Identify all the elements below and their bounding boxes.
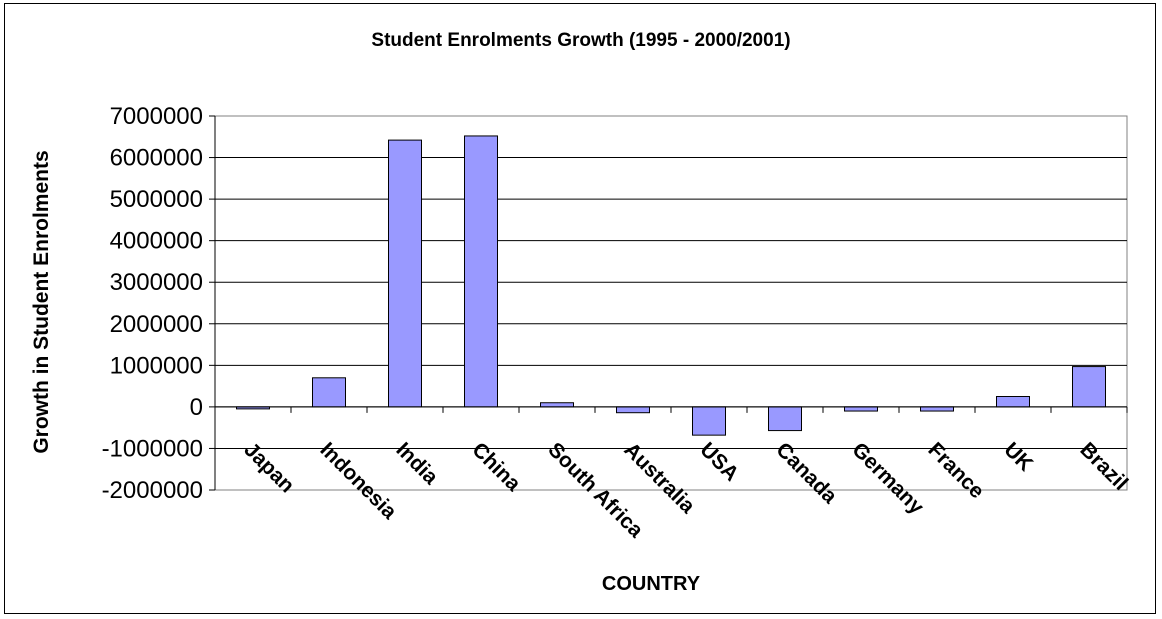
bar-canada [768,406,802,432]
bar-germany [844,406,878,412]
y-tick-label: 0 [190,394,203,421]
bar-brazil [1072,366,1106,408]
bar-usa [692,406,726,436]
y-tick-label: 3000000 [110,269,203,296]
y-tick-label: 5000000 [110,186,203,213]
bar-uk [996,396,1030,408]
x-axis-label: COUNTRY [601,573,701,595]
bar-china [464,135,498,408]
y-tick-label: 6000000 [110,145,203,172]
y-tick-label: 4000000 [110,228,203,255]
bar-india [388,139,422,408]
y-tick-label: 2000000 [110,311,203,338]
y-tick-label: -1000000 [102,435,203,462]
y-tick-label: 1000000 [110,352,203,379]
plot-area [214,115,1128,491]
chart-title: Student Enrolments Growth (1995 - 2000/2… [371,30,791,51]
bar-south-africa [540,402,574,408]
y-tick-label: 7000000 [110,103,203,130]
bar-indonesia [312,377,346,408]
bar-australia [616,406,650,414]
y-tick-label: -2000000 [102,477,203,504]
bar-france [920,406,954,412]
